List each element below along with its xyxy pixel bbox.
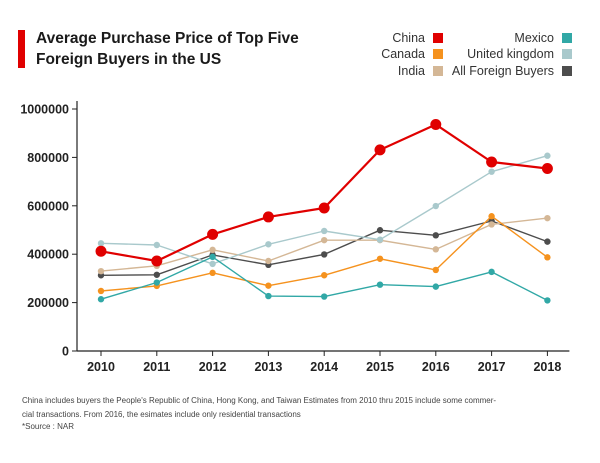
data-point-mexico	[97, 296, 105, 303]
legend-label-united-kingdom: United kingdom	[467, 47, 554, 61]
data-point-india	[321, 236, 328, 244]
data-point-china	[262, 211, 274, 223]
y-tick-label: 200000	[27, 296, 69, 310]
legend-label-mexico: Mexico	[514, 31, 554, 45]
legend-label-all-foreign-buyers: All Foreign Buyers	[451, 64, 554, 78]
data-point-mexico	[432, 283, 439, 290]
legend-item-all-foreign-buyers: All Foreign Buyers	[452, 64, 572, 78]
title-accent-bar	[18, 30, 25, 68]
footnote-line-2: cial transactions. From 2016, the esimat…	[22, 410, 301, 419]
legend-swatch-mexico	[562, 33, 572, 43]
footnote: China includes buyers the People's Repub…	[22, 394, 542, 422]
data-point-india	[488, 221, 495, 228]
legend-swatch-canada	[433, 49, 443, 59]
x-tick-label: 2015	[366, 360, 394, 374]
data-point-china	[430, 118, 442, 130]
data-point-all-foreign-buyers	[376, 227, 384, 234]
legend-label-canada: Canada	[381, 47, 425, 61]
data-point-canada	[544, 254, 551, 261]
data-point-india	[97, 267, 105, 275]
legend-item-china: China	[392, 31, 443, 45]
line-chart: 0 200000 400000 600000 800000 1000000 2010 2011…	[20, 101, 570, 374]
data-point-united-kingdom	[97, 240, 105, 247]
chart-title-line-2: Foreign Buyers in the US	[36, 51, 222, 68]
y-tick-label: 400000	[27, 248, 69, 262]
series-china	[95, 118, 553, 267]
legend-item-united-kingdom: United kingdom	[467, 47, 572, 61]
data-point-china	[318, 202, 330, 214]
x-tick-label: 2011	[143, 360, 170, 374]
y-tick-label: 1000000	[20, 103, 69, 117]
data-point-canada	[488, 213, 495, 220]
chart-series	[95, 118, 553, 304]
source-note: *Source : NAR	[22, 422, 75, 431]
legend-item-mexico: Mexico	[514, 31, 572, 45]
data-point-mexico	[321, 293, 328, 300]
x-tick-label: 2013	[254, 360, 282, 374]
y-tick-label: 0	[62, 345, 69, 359]
data-point-canada	[209, 269, 216, 277]
data-point-all-foreign-buyers	[544, 238, 551, 245]
data-point-united-kingdom	[432, 202, 439, 210]
data-point-united-kingdom	[265, 241, 272, 248]
x-tick-label: 2014	[310, 360, 338, 374]
legend-swatch-all-foreign-buyers	[562, 66, 572, 76]
y-tick-label: 600000	[27, 199, 69, 213]
chart-legend: China Mexico Canada United kingdom India…	[0, 0, 600, 100]
data-point-india	[544, 214, 551, 222]
x-tick-label: 2017	[478, 360, 506, 374]
data-point-united-kingdom	[488, 168, 495, 175]
data-point-india	[209, 246, 216, 254]
data-point-mexico	[488, 268, 495, 276]
data-point-china	[151, 255, 163, 267]
data-point-united-kingdom	[376, 236, 384, 243]
data-point-canada	[265, 282, 272, 289]
legend-swatch-united-kingdom	[562, 49, 572, 59]
data-point-mexico	[153, 279, 160, 286]
data-point-united-kingdom	[544, 152, 551, 159]
data-point-united-kingdom	[153, 241, 160, 249]
data-point-all-foreign-buyers	[321, 251, 328, 258]
data-point-mexico	[265, 292, 272, 300]
data-point-china	[486, 156, 498, 168]
data-point-mexico	[544, 297, 551, 304]
data-point-canada	[97, 287, 105, 295]
data-point-mexico	[376, 281, 384, 288]
x-tick-label: 2018	[533, 360, 561, 374]
legend-label-china: China	[392, 31, 425, 45]
chart-title: Average Purchase Price of Top Five Forei…	[36, 28, 326, 70]
data-point-canada	[321, 272, 328, 279]
data-point-all-foreign-buyers	[153, 271, 160, 278]
data-point-india	[265, 257, 272, 265]
data-point-all-foreign-buyers	[432, 232, 439, 239]
data-point-mexico	[209, 253, 216, 261]
data-point-china	[207, 228, 219, 240]
x-tick-label: 2012	[199, 360, 227, 374]
legend-swatch-china	[433, 33, 443, 43]
data-point-canada	[432, 266, 439, 274]
data-point-united-kingdom	[209, 260, 216, 268]
legend-swatch-india	[433, 66, 443, 76]
y-tick-label: 800000	[27, 151, 69, 165]
x-tick-label: 2016	[422, 360, 450, 374]
data-point-china	[541, 163, 553, 175]
legend-label-india: India	[397, 64, 425, 78]
chart-title-line-1: Average Purchase Price of Top Five	[36, 30, 299, 47]
series-mexico	[97, 253, 551, 304]
data-point-india	[432, 246, 439, 253]
legend-item-canada: Canada	[381, 47, 443, 61]
x-tick-label: 2010	[87, 360, 115, 374]
series-india	[97, 214, 551, 275]
data-point-united-kingdom	[321, 227, 328, 235]
data-point-china	[95, 245, 107, 257]
footnote-line-1: China includes buyers the People's Repub…	[22, 396, 497, 405]
series-canada	[97, 213, 551, 295]
data-point-canada	[376, 255, 384, 262]
chart-axes: 0 200000 400000 600000 800000 1000000 2010 2011…	[20, 101, 570, 374]
legend-item-india: India	[398, 64, 443, 78]
data-point-china	[374, 144, 386, 156]
